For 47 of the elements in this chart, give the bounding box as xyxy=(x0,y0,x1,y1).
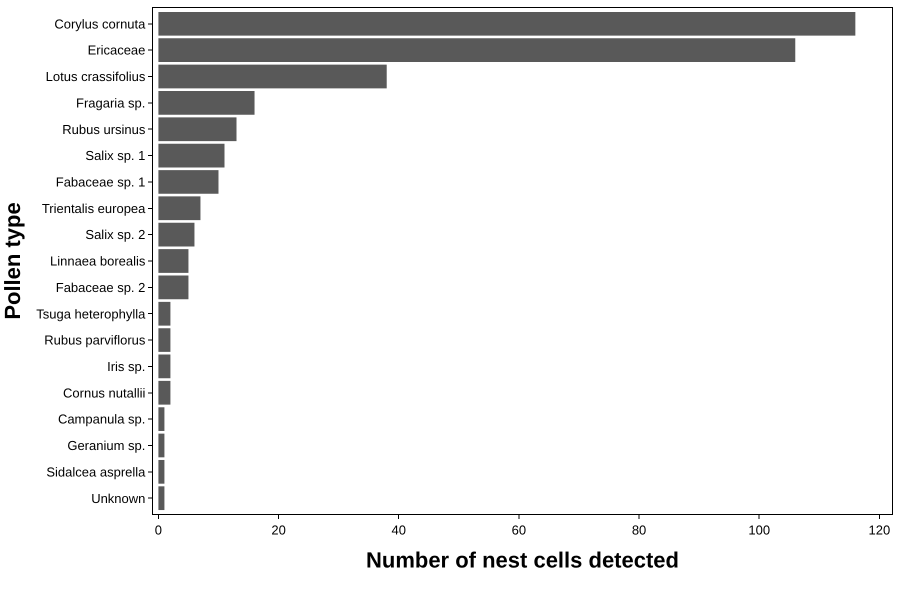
bar xyxy=(158,354,170,378)
y-tick-label: Lotus crassifolius xyxy=(46,69,146,84)
y-tick-label: Rubus parviflorus xyxy=(44,332,146,348)
y-tick-label: Salix sp. 1 xyxy=(85,148,146,164)
bar xyxy=(158,12,856,36)
y-tick-label: Iris sp. xyxy=(107,358,146,374)
x-axis-title: Number of nest cells detected xyxy=(366,548,679,572)
bar xyxy=(158,460,164,484)
y-axis-title: Pollen type xyxy=(0,202,25,320)
bar xyxy=(158,302,170,326)
bar xyxy=(158,170,218,194)
y-tick-label: Ericaceae xyxy=(88,42,146,58)
y-tick-label: Sidalcea asprella xyxy=(46,464,146,480)
bar xyxy=(158,38,796,62)
y-tick-label: Fabaceae sp. 2 xyxy=(56,280,146,295)
bar xyxy=(158,486,164,510)
y-tick-label: Campanula sp. xyxy=(58,412,146,427)
y-tick-label: Tsuga heterophylla xyxy=(36,306,146,322)
bar xyxy=(158,91,255,115)
bar xyxy=(158,249,188,273)
y-tick-label: Fragaria sp. xyxy=(76,95,146,110)
y-tick-label: Salix sp. 2 xyxy=(85,227,146,242)
y-tick-label: Rubus ursinus xyxy=(62,122,146,137)
y-tick-label: Fabaceae sp. 1 xyxy=(56,174,146,190)
y-tick-label: Linnaea borealis xyxy=(50,254,146,269)
x-tick-label: 100 xyxy=(748,522,770,538)
bar xyxy=(158,380,170,405)
bar xyxy=(158,144,224,168)
bar xyxy=(158,407,164,431)
y-tick-label: Cornus nutallii xyxy=(63,385,146,400)
bar xyxy=(158,434,164,458)
y-tick-label: Corylus cornuta xyxy=(54,16,146,32)
bar xyxy=(158,275,188,300)
x-tick-label: 40 xyxy=(391,522,406,538)
y-tick-label: Trientalis europea xyxy=(42,200,146,216)
bar xyxy=(158,222,194,247)
x-tick-label: 60 xyxy=(512,522,526,538)
bar xyxy=(158,117,237,142)
x-tick-label: 0 xyxy=(154,522,162,538)
bar xyxy=(158,64,387,88)
bar xyxy=(158,196,200,220)
x-tick-label: 80 xyxy=(632,522,646,538)
x-tick-label: 20 xyxy=(271,522,286,538)
y-tick-label: Geranium sp. xyxy=(67,438,146,454)
bar xyxy=(158,328,170,352)
x-tick-label: 120 xyxy=(868,522,890,538)
y-tick-label: Unknown xyxy=(91,490,146,506)
